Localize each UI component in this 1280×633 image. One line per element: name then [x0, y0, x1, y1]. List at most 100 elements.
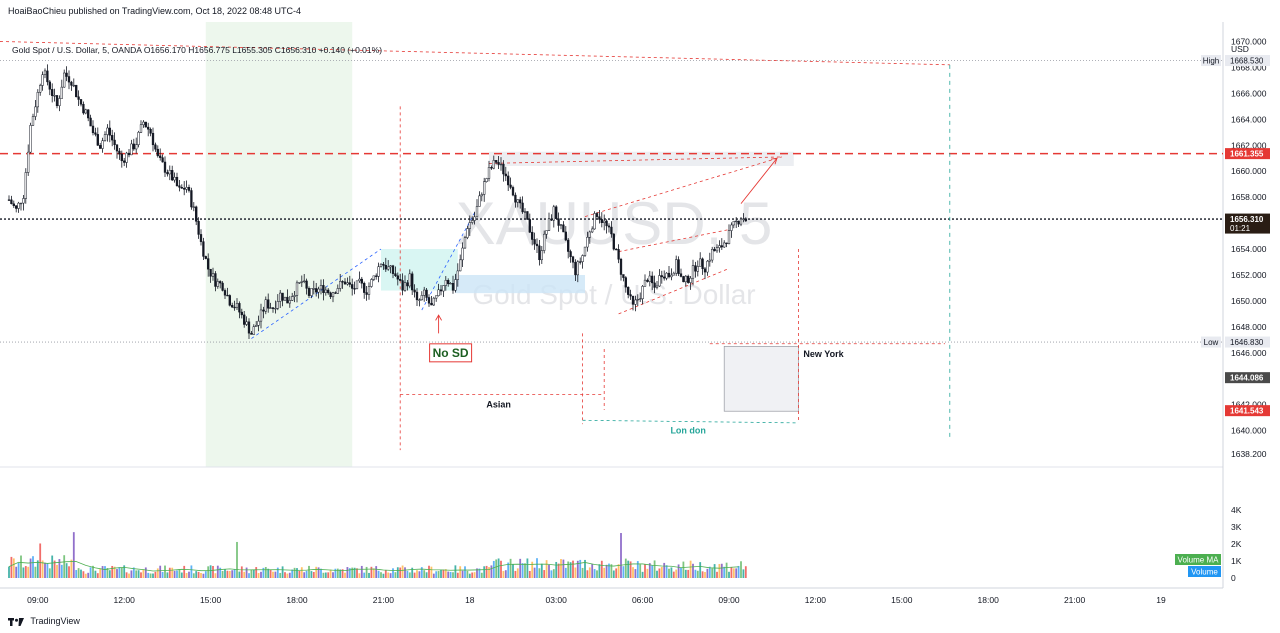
volume-bar — [286, 573, 289, 578]
volume-bar — [557, 563, 560, 578]
candle-body — [10, 199, 13, 205]
price-tick-label: 1652.000 — [1231, 270, 1267, 280]
volume-bar — [166, 572, 169, 578]
candle-body — [283, 296, 287, 301]
candle-body — [514, 194, 517, 203]
price-tick-label: 1670.000 — [1231, 36, 1267, 46]
volume-bar — [344, 572, 346, 578]
volume-bar — [214, 573, 217, 578]
volume-bar — [202, 573, 205, 578]
volume-bar — [20, 555, 22, 578]
price-tag-countdown: 01:21 — [1230, 224, 1251, 233]
price-tag-bg — [1225, 148, 1270, 160]
volume-bar — [692, 563, 694, 578]
volume-bar — [538, 568, 541, 578]
candle-body — [471, 220, 474, 223]
candle-body — [103, 134, 107, 141]
candle-body — [444, 280, 447, 286]
volume-bar — [740, 561, 742, 578]
candle-body — [667, 272, 671, 278]
candle-body — [723, 242, 726, 248]
volume-bar — [135, 570, 138, 578]
volume-bar — [540, 563, 543, 578]
candle-body — [600, 219, 603, 223]
candle-body — [639, 298, 642, 300]
candle-body — [379, 263, 383, 267]
volume-bar — [308, 565, 310, 578]
volume-bar — [521, 563, 524, 578]
candle-body — [267, 299, 270, 309]
candle-body — [358, 278, 361, 282]
candle-body — [523, 211, 527, 213]
candle-body — [634, 299, 637, 305]
volume-bar — [648, 563, 651, 578]
candle-body — [137, 132, 140, 145]
time-tick-label: 18:00 — [978, 595, 1000, 605]
volume-bar — [195, 571, 198, 578]
candle-body — [730, 224, 733, 231]
volume-bar — [476, 568, 478, 578]
no-sd-label-box — [429, 343, 473, 363]
volume-bar — [137, 570, 140, 578]
volume-bar — [238, 571, 241, 578]
price-tick-label: 1648.000 — [1231, 322, 1267, 332]
volume-bar — [248, 573, 250, 578]
volume-bar — [70, 559, 73, 578]
candle-body — [591, 228, 594, 233]
candle-body — [387, 266, 390, 270]
candle-body — [108, 127, 111, 136]
candle-body — [27, 151, 30, 173]
candle-body — [569, 251, 572, 258]
legend-low: L1655.305 — [230, 45, 273, 55]
candle-body — [454, 279, 457, 291]
candle-body — [375, 275, 378, 277]
chart-background — [0, 22, 1280, 610]
candle-body — [36, 92, 39, 108]
candles — [7, 64, 747, 340]
volume-bar — [454, 565, 457, 578]
volume-bar — [605, 564, 608, 578]
volume-bar — [180, 572, 183, 578]
candle-body — [643, 279, 647, 287]
candle-body — [699, 258, 702, 267]
volume-bar — [346, 567, 349, 578]
volume-bar — [262, 567, 265, 578]
volume-bar — [8, 566, 10, 578]
volume-bar — [293, 567, 296, 578]
ny-range-box — [723, 345, 799, 412]
volume-bar — [276, 567, 279, 578]
candle-body — [178, 185, 181, 188]
volume-bar — [646, 568, 649, 578]
volume-bar — [125, 572, 128, 578]
candle-body — [46, 70, 49, 83]
volume-bar — [507, 562, 510, 578]
candle-body — [339, 281, 342, 289]
volume-bar — [574, 567, 577, 578]
volume-bar — [72, 532, 75, 578]
time-tick-label: 18 — [465, 595, 475, 605]
volume-bar — [142, 569, 145, 578]
volume-bar — [744, 566, 747, 578]
volume-bar — [432, 573, 435, 578]
candle-body — [166, 172, 169, 175]
volume-tick-label: 3K — [1231, 522, 1242, 532]
candle-body — [550, 218, 553, 221]
volume-bar — [608, 563, 610, 578]
candle-body — [82, 103, 85, 114]
candle-body — [305, 280, 308, 289]
candle-body — [233, 306, 236, 309]
candle-body — [658, 275, 661, 287]
candle-body — [665, 272, 668, 279]
volume-bar — [490, 565, 493, 578]
candle-body — [312, 288, 315, 290]
candle-body — [281, 292, 284, 301]
price-tick-label: 1642.000 — [1231, 400, 1267, 410]
volume-bar — [372, 568, 375, 578]
candle-body — [319, 285, 323, 290]
volume-bar — [310, 571, 313, 578]
price-tick-label: 1650.000 — [1231, 296, 1267, 306]
candle-body — [63, 72, 66, 88]
candle-body — [120, 153, 123, 162]
candle-body — [252, 326, 255, 335]
